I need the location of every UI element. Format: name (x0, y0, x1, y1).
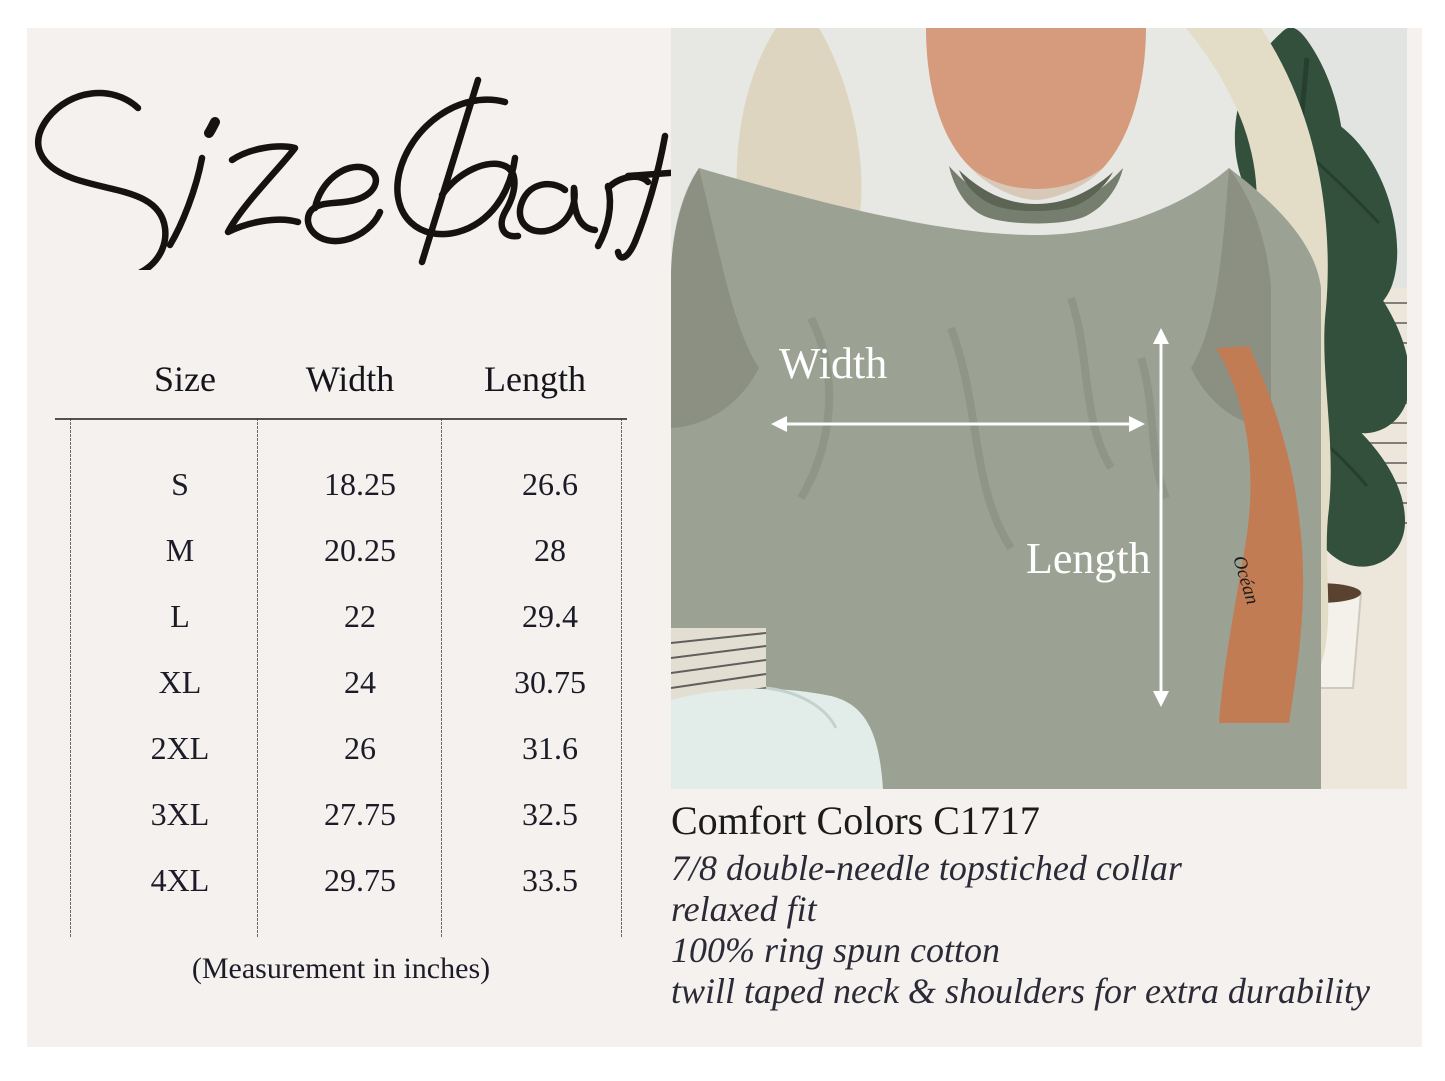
svg-text:Length: Length (1026, 534, 1151, 583)
svg-text:Width: Width (779, 339, 887, 388)
